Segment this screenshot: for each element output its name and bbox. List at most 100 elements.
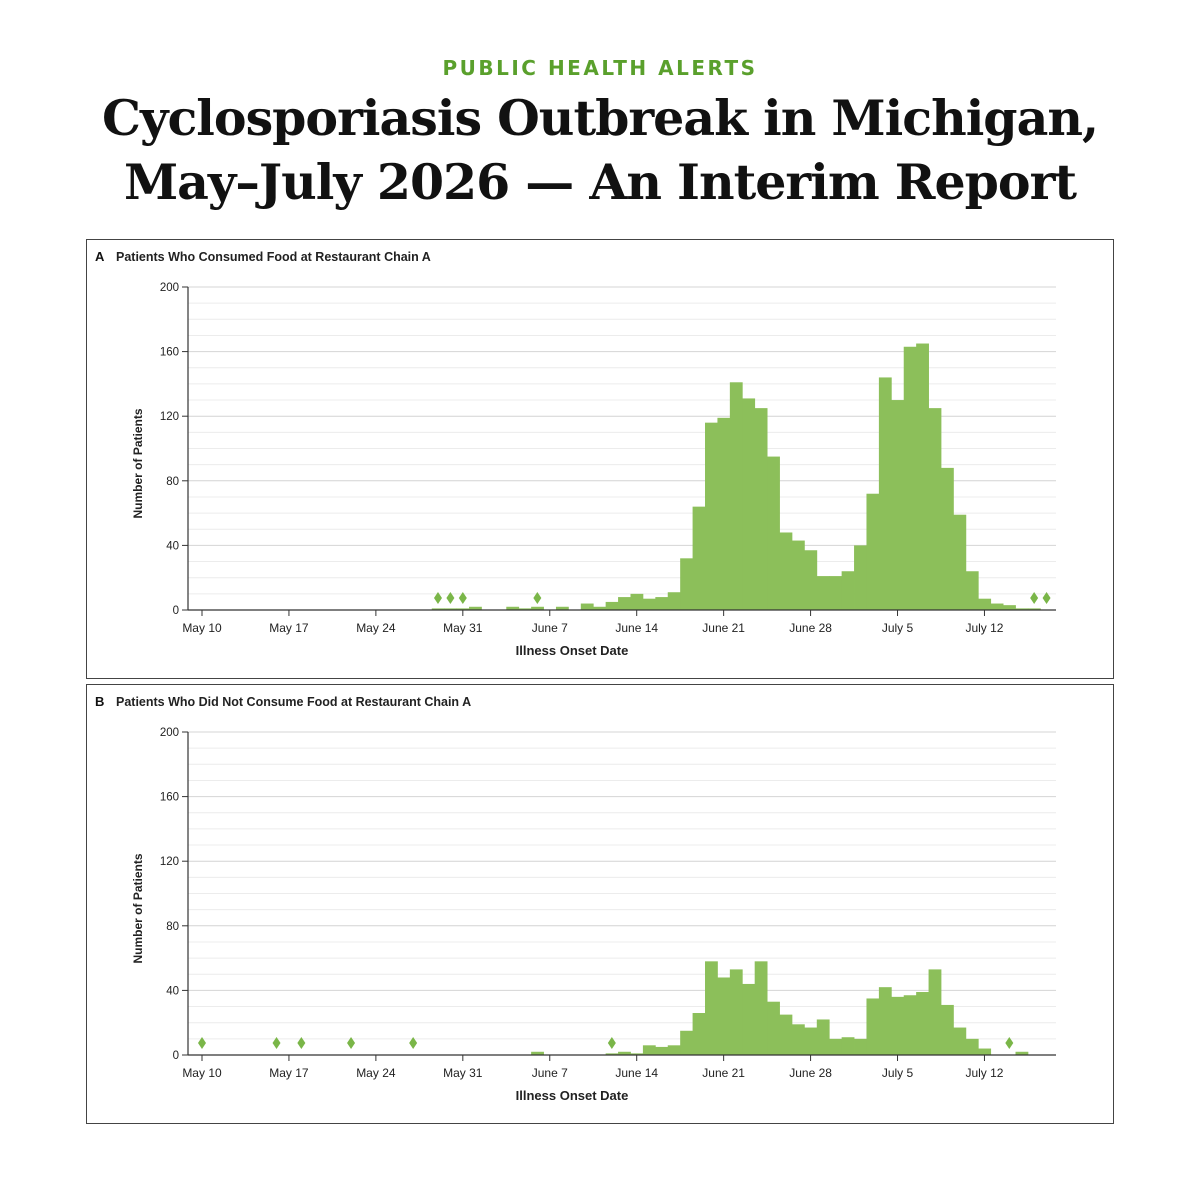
x-tick-label: June 14 — [615, 621, 658, 635]
bar — [841, 1037, 855, 1055]
x-tick-label: May 31 — [443, 1066, 483, 1080]
bar — [903, 346, 917, 610]
bar — [642, 1045, 656, 1055]
x-tick-label: May 31 — [443, 621, 483, 635]
x-tick-label: May 24 — [356, 621, 396, 635]
case-marker — [347, 1037, 356, 1049]
x-tick-label: July 12 — [965, 1066, 1003, 1080]
bar — [705, 422, 718, 610]
bar — [729, 382, 743, 610]
x-tick-label: May 24 — [356, 1066, 396, 1080]
case-marker — [607, 1037, 616, 1049]
bar — [978, 598, 992, 610]
bar — [841, 571, 855, 610]
bar — [916, 343, 929, 610]
bar — [767, 1001, 780, 1055]
bar — [456, 608, 470, 610]
bar — [903, 995, 917, 1055]
bar — [854, 545, 867, 610]
y-axis-label: Number of Patients — [131, 408, 145, 518]
x-tick-label: May 10 — [182, 621, 222, 635]
x-tick-label: May 17 — [269, 621, 309, 635]
bar — [916, 992, 929, 1055]
bar — [953, 514, 967, 610]
x-tick-label: June 14 — [615, 1066, 658, 1080]
panel-label: B — [95, 694, 104, 709]
bar — [891, 400, 905, 610]
panel-label: A — [95, 249, 105, 264]
bar — [593, 606, 607, 610]
bar — [618, 597, 631, 610]
bar — [990, 603, 1004, 610]
bar — [518, 608, 532, 610]
case-marker — [1042, 592, 1051, 604]
case-marker — [198, 1037, 206, 1049]
x-axis-label: Illness Onset Date — [516, 1088, 629, 1103]
x-tick-label: May 10 — [182, 1066, 222, 1080]
bar — [779, 1014, 793, 1055]
bar — [816, 576, 830, 610]
case-marker — [433, 592, 442, 604]
x-tick-label: June 28 — [789, 621, 832, 635]
bar — [705, 961, 718, 1055]
case-marker — [446, 592, 455, 604]
bar — [754, 961, 768, 1055]
bar — [642, 598, 656, 610]
bar — [531, 606, 544, 610]
bar — [469, 606, 482, 610]
bar — [742, 983, 756, 1055]
chart-panel-b: B Patients Who Did Not Consume Food at Re… — [86, 684, 1114, 1124]
bar — [729, 969, 743, 1055]
bar — [804, 1027, 818, 1055]
bar — [978, 1048, 992, 1055]
x-tick-label: June 7 — [532, 1066, 568, 1080]
bar — [506, 606, 520, 610]
case-marker — [458, 592, 467, 604]
bar — [580, 603, 594, 610]
bar — [667, 1045, 681, 1055]
bar — [767, 456, 780, 610]
chart-a-svg: A Patients Who Consumed Food at Restauran… — [95, 249, 1056, 658]
case-marker — [1030, 592, 1039, 604]
bar — [829, 1038, 843, 1055]
x-tick-label: June 21 — [702, 621, 745, 635]
x-tick-label: June 7 — [532, 621, 568, 635]
bar — [431, 608, 445, 610]
bar — [605, 1053, 619, 1055]
title-line-1: Cyclosporiasis Outbreak in Michigan, — [101, 89, 1099, 147]
case-marker — [297, 1037, 306, 1049]
bar — [866, 998, 880, 1055]
y-tick-label: 0 — [173, 605, 179, 617]
x-tick-label: May 17 — [269, 1066, 309, 1080]
x-tick-label: July 5 — [882, 621, 914, 635]
bar — [804, 550, 818, 610]
bar — [829, 576, 843, 610]
section-kicker: PUBLIC HEALTH ALERTS — [442, 56, 758, 80]
bar — [940, 467, 954, 610]
y-tick-label: 80 — [166, 921, 179, 933]
x-tick-label: June 21 — [702, 1066, 745, 1080]
bar — [444, 608, 458, 610]
bar — [754, 408, 768, 610]
x-tick-label: June 28 — [789, 1066, 832, 1080]
y-tick-label: 120 — [160, 411, 179, 423]
bar — [742, 398, 756, 610]
bar — [605, 601, 619, 610]
y-tick-label: 200 — [160, 727, 179, 739]
chart-title: Patients Who Consumed Food at Restaurant… — [116, 250, 431, 264]
chart-b-svg: B Patients Who Did Not Consume Food at Re… — [95, 694, 1056, 1103]
y-axis-label: Number of Patients — [131, 853, 145, 963]
bar — [878, 377, 892, 610]
bar — [779, 532, 793, 610]
bar — [928, 969, 942, 1055]
y-tick-label: 0 — [173, 1050, 179, 1062]
bar — [928, 408, 942, 610]
bar — [816, 1019, 830, 1055]
bar — [618, 1051, 631, 1055]
x-axis-label: Illness Onset Date — [516, 643, 629, 658]
x-tick-label: July 5 — [882, 1066, 914, 1080]
case-marker — [1005, 1037, 1014, 1049]
bar — [717, 417, 731, 610]
case-marker — [272, 1037, 281, 1049]
case-marker — [533, 592, 542, 604]
